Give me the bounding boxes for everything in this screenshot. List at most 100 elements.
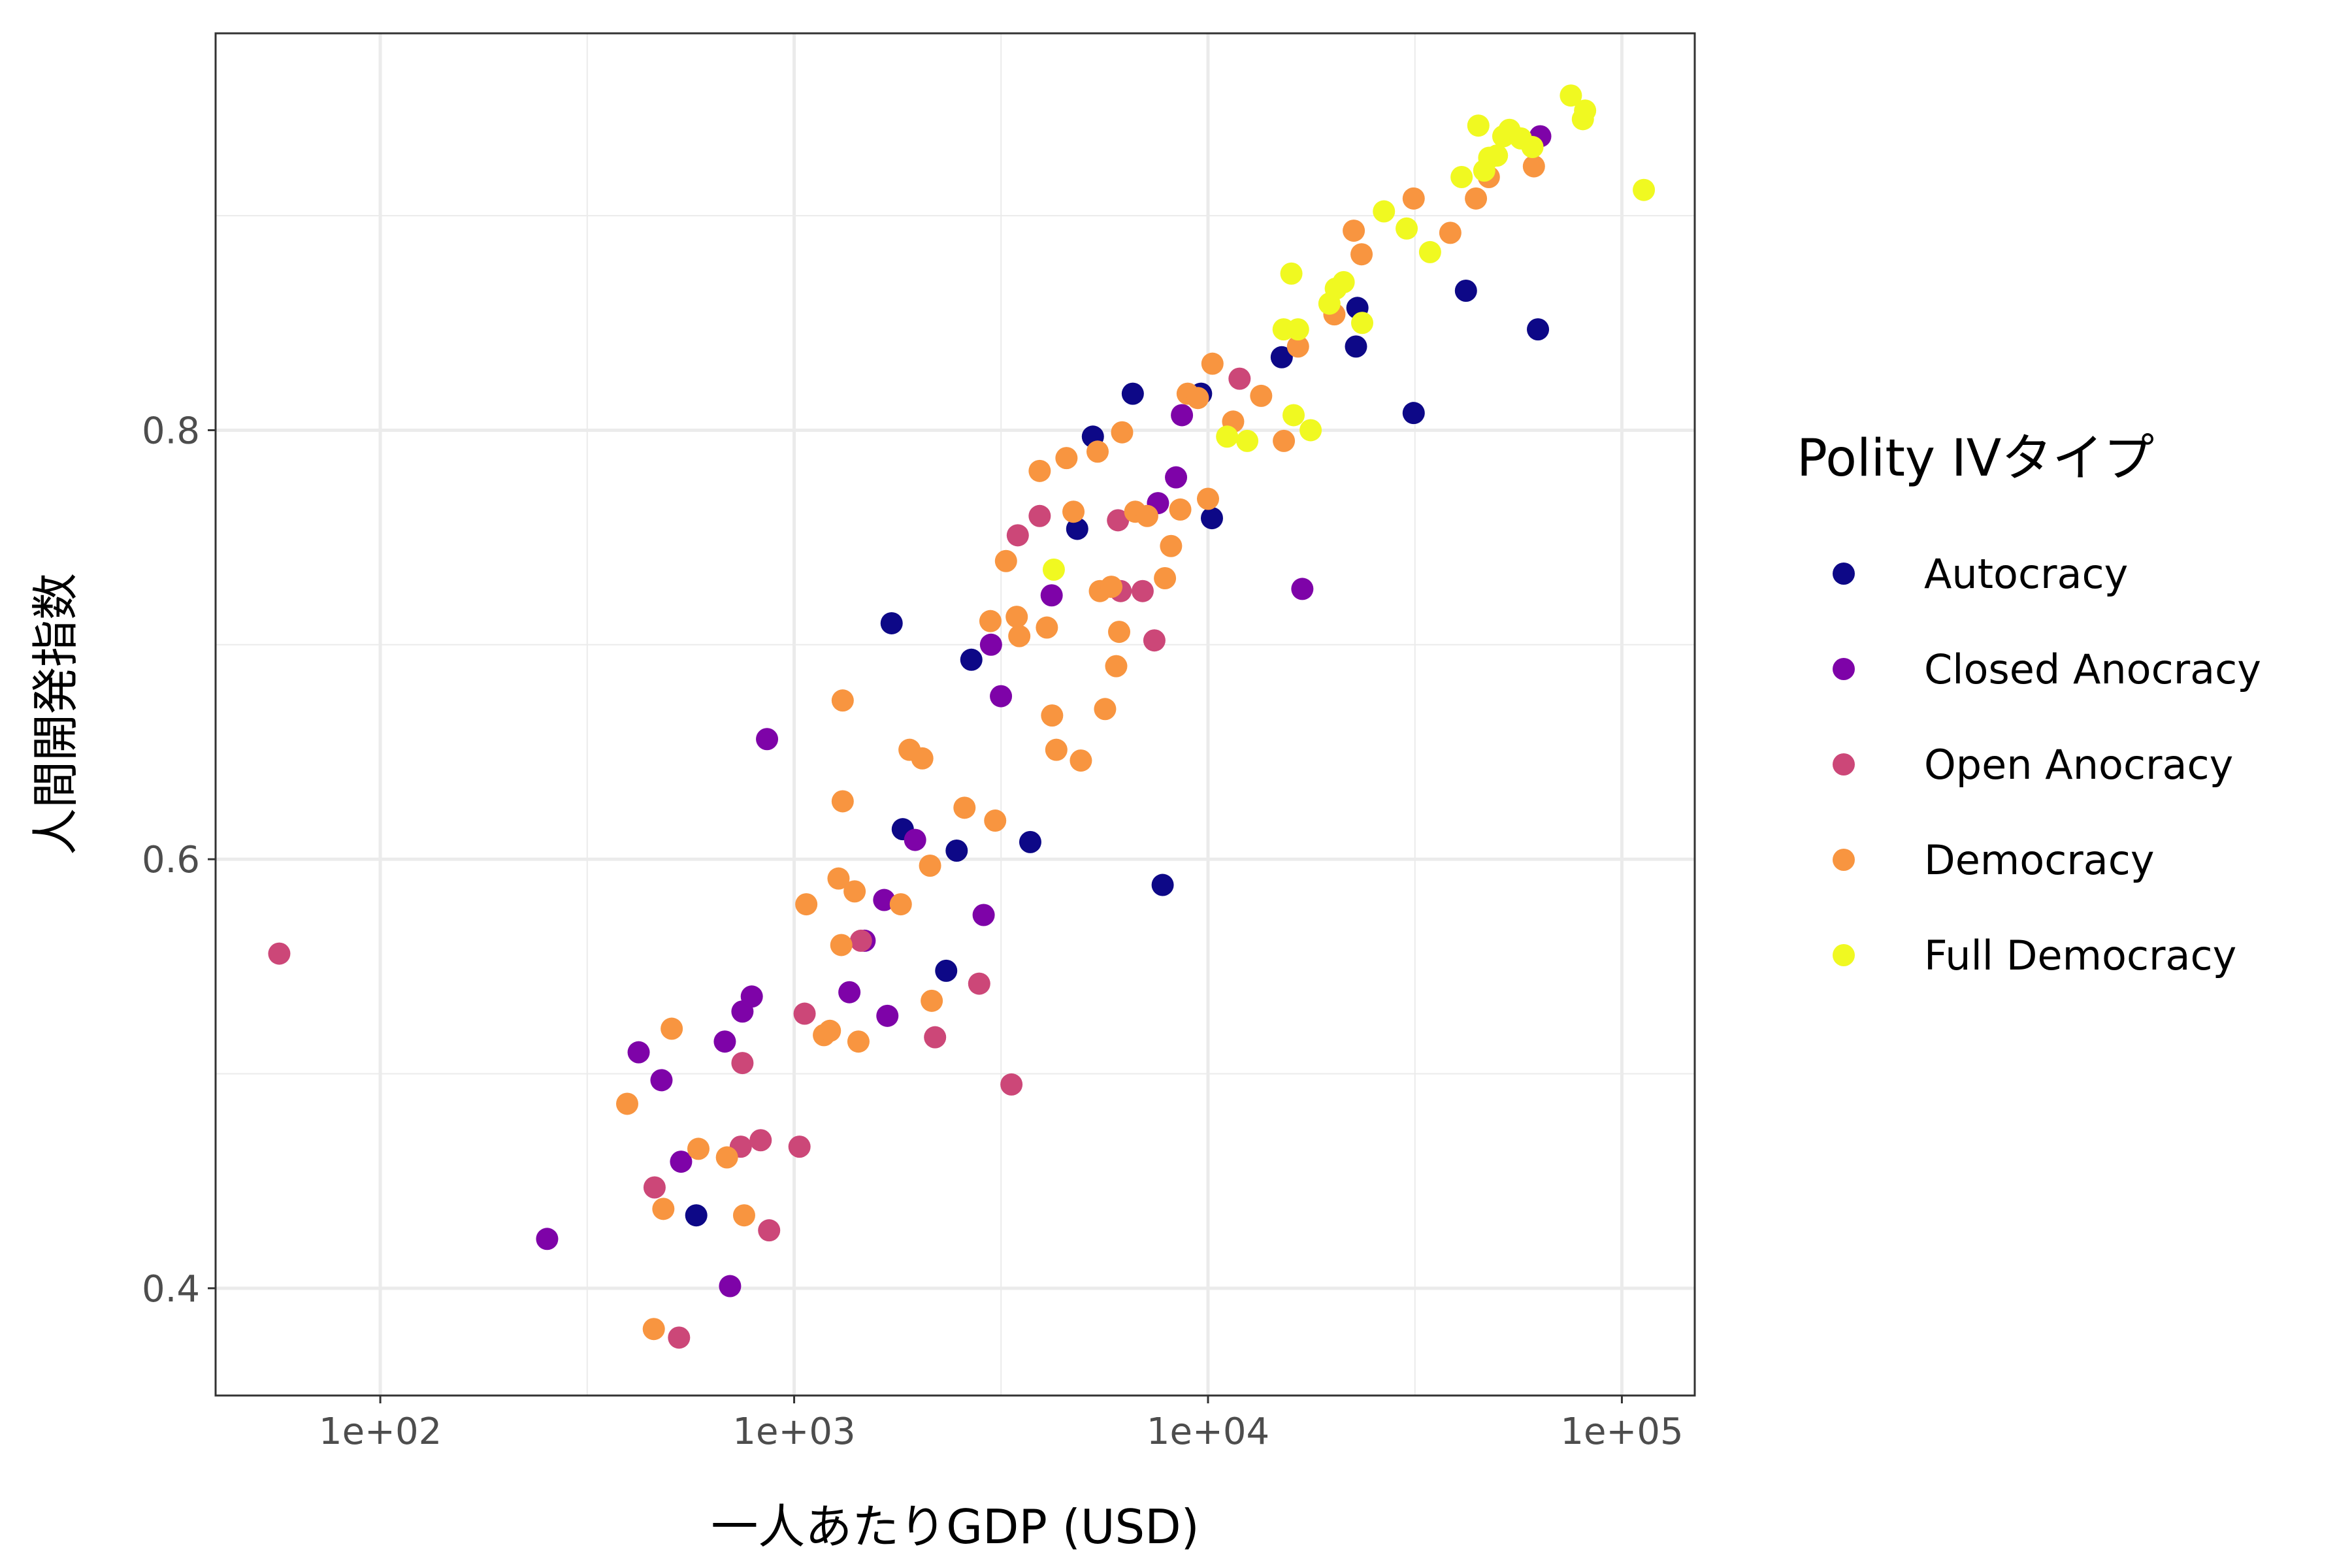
point-democracy <box>1135 504 1158 527</box>
point-democracy <box>1273 429 1296 452</box>
point-democracy <box>1055 447 1078 470</box>
legend: Polity IVタイプ Autocracy Closed Anocracy Ope… <box>1797 429 2261 979</box>
point-full-democracy <box>1373 200 1396 223</box>
y-axis-title: 人間開発指数 <box>28 573 83 855</box>
point-democracy <box>1201 352 1224 375</box>
point-democracy <box>1286 335 1309 358</box>
point-democracy <box>1005 606 1028 629</box>
point-democracy <box>1070 749 1092 772</box>
plot-panel <box>216 33 1695 1396</box>
point-democracy <box>1094 698 1117 721</box>
point-democracy <box>831 689 854 712</box>
point-autocracy <box>935 959 958 982</box>
point-democracy <box>1111 421 1134 444</box>
point-open-anocracy <box>268 942 291 965</box>
point-democracy <box>1522 155 1545 178</box>
point-open-anocracy <box>788 1135 811 1158</box>
point-autocracy <box>1345 335 1367 358</box>
point-full-democracy <box>1350 312 1373 335</box>
point-closed-anocracy <box>1171 404 1194 427</box>
point-autocracy <box>945 840 968 862</box>
point-democracy <box>984 809 1007 832</box>
point-closed-anocracy <box>670 1151 693 1173</box>
y-tick-label: 0.6 <box>142 839 200 881</box>
point-closed-anocracy <box>876 1004 899 1027</box>
point-autocracy <box>1454 280 1477 302</box>
minor-gridlines <box>216 33 1695 1396</box>
point-autocracy <box>1066 517 1088 540</box>
point-open-anocracy <box>1228 367 1251 390</box>
point-closed-anocracy <box>990 685 1013 708</box>
point-democracy <box>1250 384 1273 407</box>
point-democracy <box>827 867 850 890</box>
point-democracy <box>911 747 934 770</box>
point-full-democracy <box>1560 84 1582 107</box>
point-democracy <box>831 790 854 813</box>
legend-label: Democracy <box>1924 836 2155 884</box>
point-closed-anocracy <box>756 728 779 751</box>
point-full-democracy <box>1286 318 1309 341</box>
point-open-anocracy <box>758 1219 781 1242</box>
point-full-democracy <box>1332 270 1355 293</box>
point-democracy <box>642 1318 665 1341</box>
point-democracy <box>1062 500 1085 523</box>
point-closed-anocracy <box>740 985 763 1008</box>
point-democracy <box>1045 738 1068 761</box>
point-full-democracy <box>1280 262 1303 285</box>
point-democracy <box>979 610 1002 632</box>
legend-label: Full Democracy <box>1924 932 2236 979</box>
point-full-democracy <box>1236 429 1259 452</box>
x-axis: 1e+02 1e+03 1e+04 1e+05 <box>319 1396 1684 1453</box>
point-democracy <box>715 1146 738 1169</box>
y-tick-label: 0.4 <box>142 1268 200 1311</box>
point-closed-anocracy <box>838 981 861 1004</box>
point-democracy <box>1086 440 1109 463</box>
point-democracy <box>732 1204 755 1227</box>
point-democracy <box>1186 387 1209 410</box>
point-full-democracy <box>1282 404 1305 427</box>
point-autocracy <box>1270 346 1293 368</box>
point-democracy <box>1160 534 1183 557</box>
x-tick-label: 1e+02 <box>319 1411 442 1453</box>
point-open-anocracy <box>1143 629 1166 652</box>
point-closed-anocracy <box>1165 466 1188 489</box>
point-democracy <box>921 989 943 1012</box>
plot-border <box>214 32 1696 1397</box>
point-democracy <box>994 549 1017 572</box>
point-open-anocracy <box>1006 524 1029 547</box>
point-open-anocracy <box>1131 580 1154 602</box>
point-democracy <box>830 934 853 956</box>
point-open-anocracy <box>1107 509 1130 532</box>
x-tick-label: 1e+03 <box>732 1411 855 1453</box>
point-full-democracy <box>1418 240 1441 263</box>
legend-key-full-democracy <box>1833 944 1855 966</box>
y-tick-label: 0.8 <box>142 410 200 452</box>
point-open-anocracy <box>849 929 872 952</box>
point-democracy <box>1350 243 1373 266</box>
point-full-democracy <box>1396 217 1418 240</box>
point-democracy <box>889 893 912 916</box>
legend-label: Open Anocracy <box>1924 741 2233 789</box>
point-autocracy <box>960 648 983 671</box>
point-autocracy <box>1402 402 1425 425</box>
legend-label: Closed Anocracy <box>1924 645 2261 693</box>
point-democracy <box>687 1137 710 1160</box>
point-full-democracy <box>1450 165 1473 188</box>
point-full-democracy <box>1042 558 1065 581</box>
point-open-anocracy <box>1000 1073 1023 1096</box>
legend-key-democracy <box>1833 849 1855 871</box>
point-closed-anocracy <box>1040 584 1063 607</box>
point-democracy <box>615 1092 638 1115</box>
legend-label: Autocracy <box>1924 550 2128 598</box>
point-democracy <box>1008 625 1031 647</box>
major-gridlines <box>216 33 1695 1396</box>
legend-title: Polity IVタイプ <box>1797 429 2154 488</box>
point-open-anocracy <box>793 1002 816 1025</box>
point-democracy <box>1343 220 1365 242</box>
point-open-anocracy <box>643 1176 666 1199</box>
point-full-democracy <box>1216 425 1239 448</box>
point-open-anocracy <box>1028 504 1051 527</box>
point-full-democracy <box>1633 178 1656 201</box>
point-democracy <box>919 854 941 877</box>
